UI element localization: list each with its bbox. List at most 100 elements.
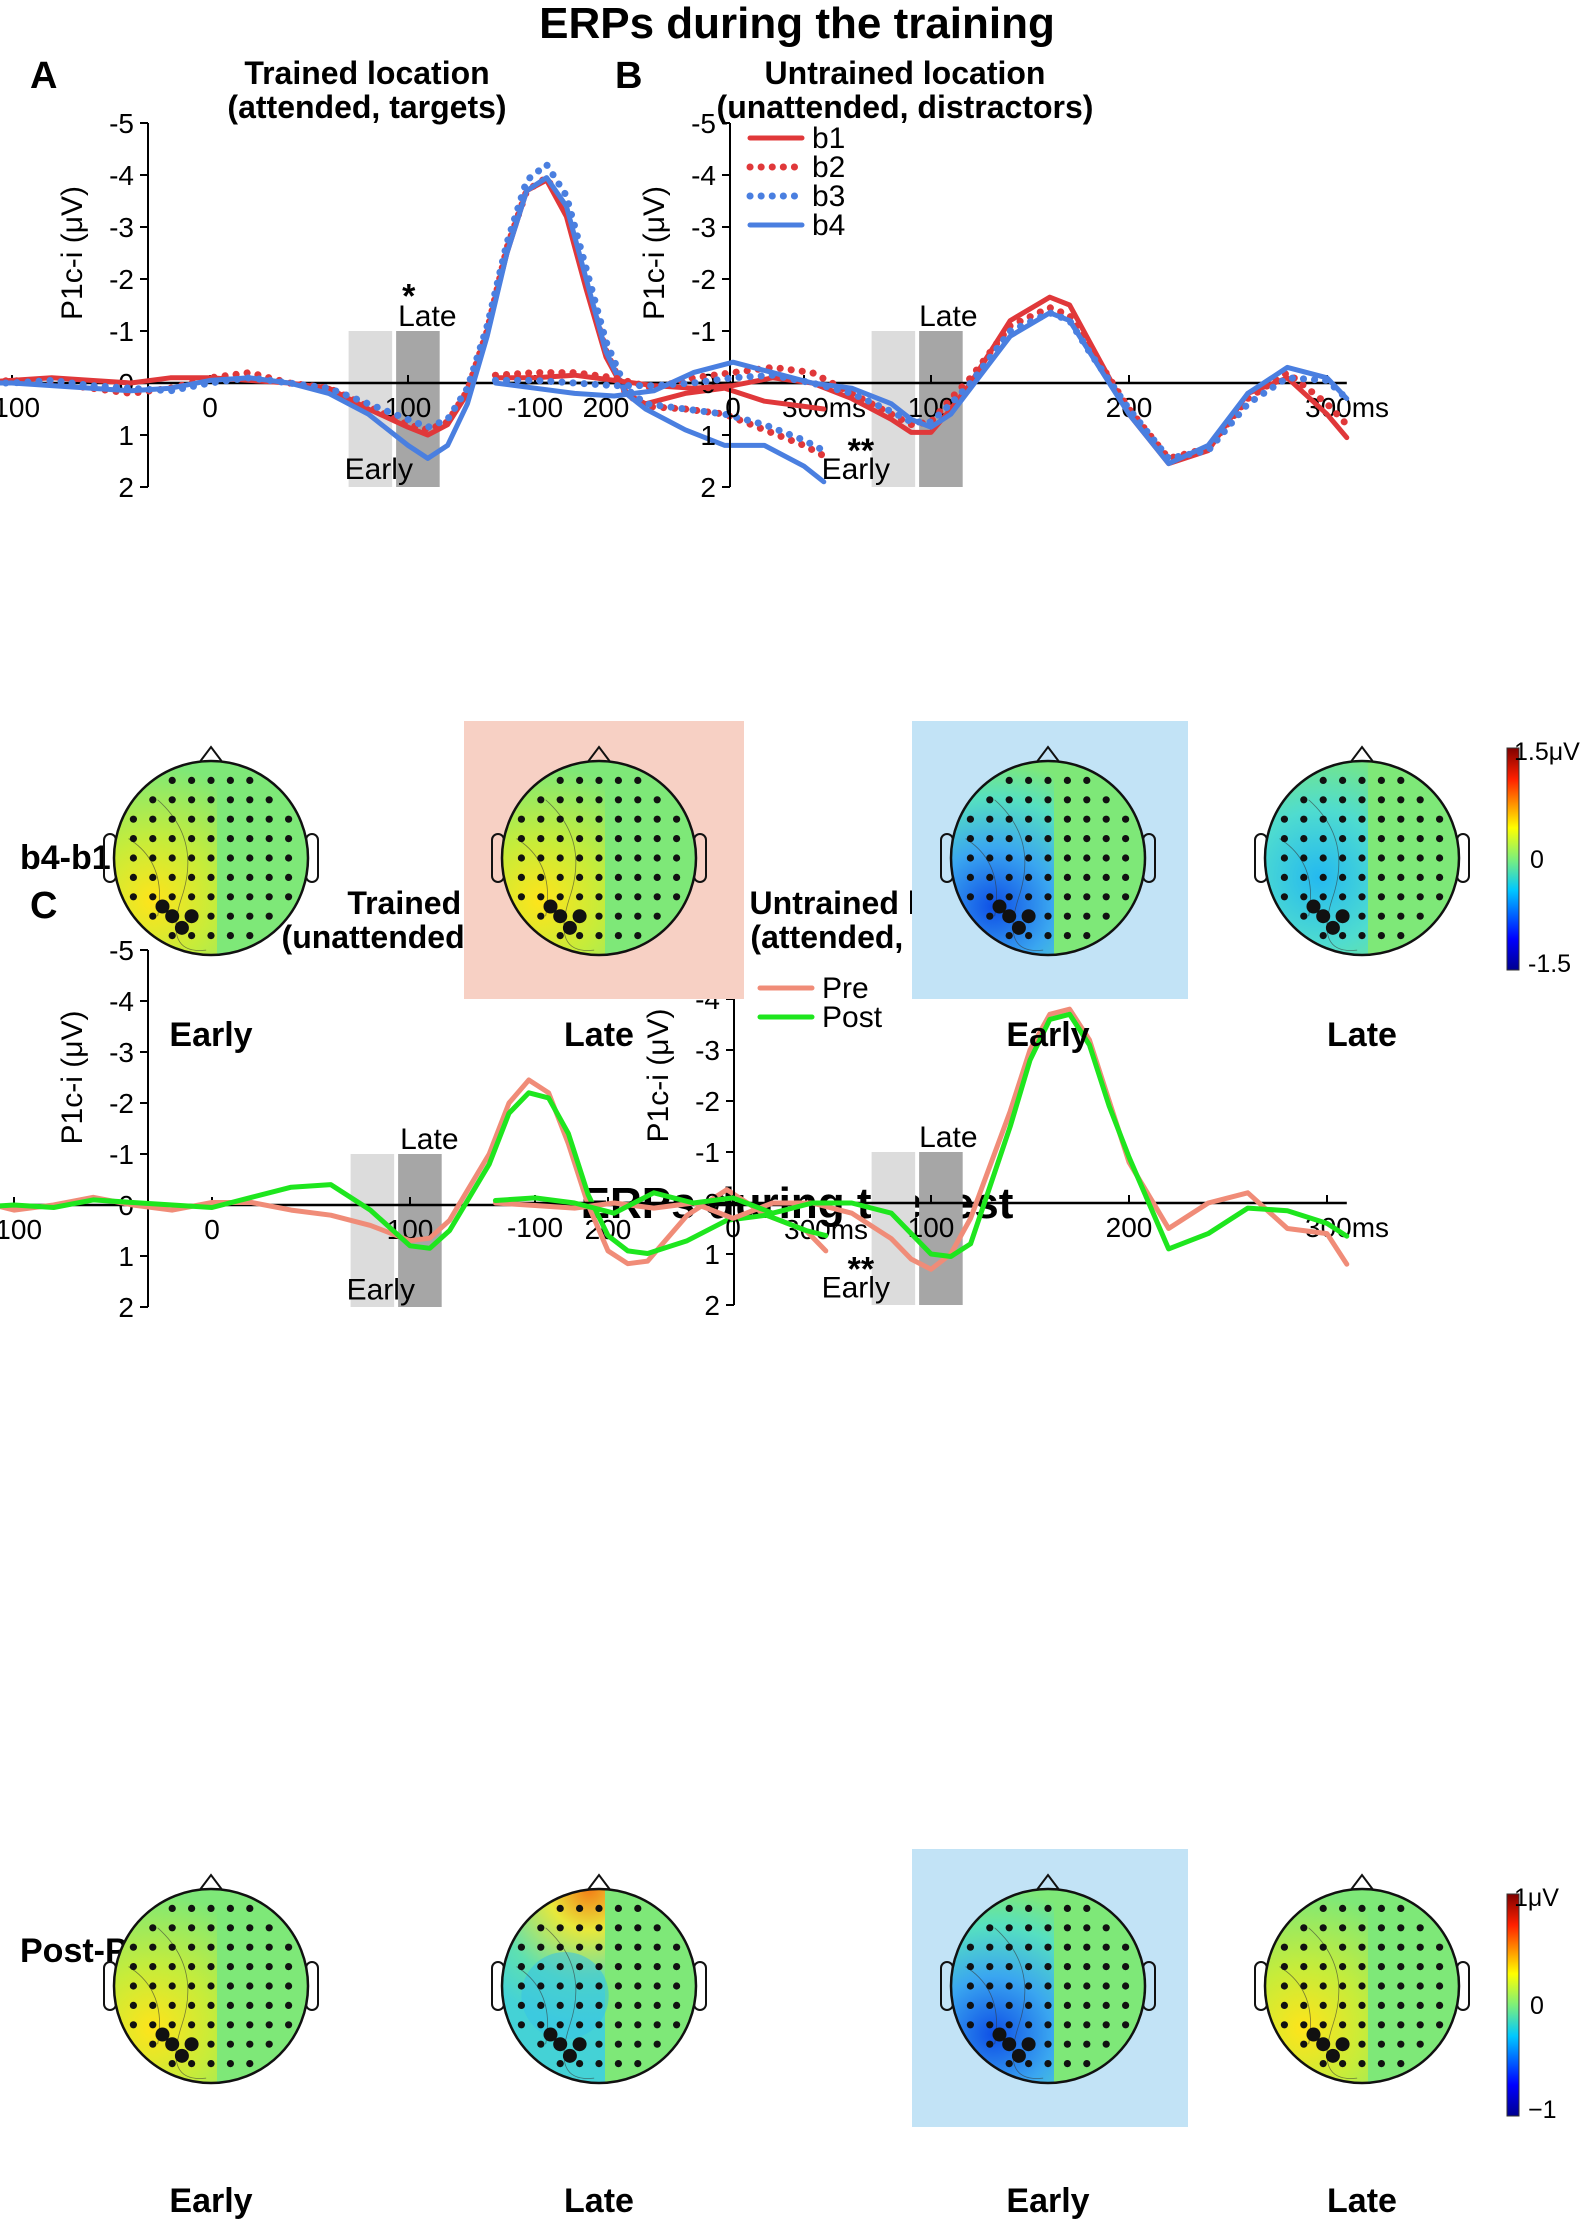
topo-electrode: [188, 873, 196, 882]
topo-electrode: [168, 1904, 176, 1912]
topo-row-training: b4-b1 Early Late Early Late 1.5μV 0 -1.5: [20, 721, 1580, 1054]
topo-electrode: [1319, 776, 1327, 785]
topo-electrode: [1397, 932, 1405, 940]
topo-electrode: [226, 776, 234, 785]
topo-electrode: [188, 835, 196, 843]
topo-electrode: [1083, 2040, 1091, 2048]
topo-electrode: [537, 835, 545, 843]
topo-electrode: [1063, 854, 1071, 862]
topo-head-outline: [1263, 759, 1461, 957]
topo-electrode: [168, 776, 176, 785]
topo-electrode: [1122, 873, 1130, 882]
topo-electrode: [285, 2021, 293, 2029]
topo-electrode: [595, 1982, 603, 1990]
topo-electrode: [1319, 854, 1327, 862]
topo-electrode: [188, 2001, 196, 2009]
topo-electrode: [595, 1904, 603, 1912]
topo-electrode: [207, 873, 215, 882]
topo-electrode: [1358, 893, 1366, 901]
legend-label-b2: b2: [812, 151, 845, 184]
chart-panel-b: B Untrained location(unattended, distract…: [491, 55, 1389, 503]
topo-electrode: [576, 854, 584, 862]
topo-electrode: [207, 796, 215, 804]
topo-electrode: [966, 1982, 975, 1990]
topo-electrode: [149, 2040, 157, 2048]
topo-electrode: [634, 1982, 642, 1990]
topo-electrode: [595, 815, 603, 823]
topo-electrode: [1083, 912, 1091, 920]
topo-electrode: [537, 1943, 545, 1951]
topo-electrode: [556, 2060, 564, 2068]
topo-electrode: [1280, 1963, 1288, 1971]
topo-electrode: [673, 2021, 681, 2029]
topo-electrode: [168, 893, 176, 901]
topo-electrode: [1397, 2060, 1405, 2068]
topo-head-outline: [1263, 1887, 1461, 2085]
topo-electrode: [1377, 1943, 1385, 1951]
topo-electrode: [168, 932, 176, 940]
topo-electrode: [226, 893, 234, 901]
topo-electrode: [1300, 893, 1308, 901]
topo-electrode: [556, 1982, 564, 1990]
topo-condition-label: Late: [564, 2182, 634, 2220]
topo-electrode: [226, 1963, 234, 1971]
topo-electrode: [595, 2040, 603, 2048]
topo-electrode: [226, 2040, 234, 2048]
topo-electrode: [614, 912, 623, 920]
topo-electrode: [537, 854, 545, 862]
topo-electrode: [556, 2001, 564, 2009]
topo-electrode: [1377, 912, 1385, 920]
topo-electrode: [1280, 2021, 1288, 2029]
topo-electrode: [595, 873, 603, 882]
topo-nose: [1349, 1873, 1375, 1892]
topo-electrode: [595, 1924, 603, 1932]
topo-electrode: [1319, 815, 1327, 823]
topo-electrode: [537, 1963, 545, 1971]
topo-electrode: [1436, 854, 1444, 862]
panel-letter: A: [30, 55, 57, 97]
topo-electrode: [1102, 2021, 1110, 2029]
topo-contour: [994, 799, 1044, 951]
y-tick-label: 2: [704, 1290, 720, 1321]
topo-electrode: [285, 815, 293, 823]
topo-electrode: [556, 1943, 564, 1951]
topo-electrode: [1122, 815, 1130, 823]
topo-electrode: [1339, 2021, 1347, 2029]
topo-electrode: [1063, 1904, 1071, 1912]
topo-scalp-patch: [521, 1952, 609, 2040]
topo-electrode: [207, 1943, 215, 1951]
topo-electrode: [168, 796, 176, 804]
topo-electrode: [537, 815, 545, 823]
topo-electrode: [1377, 1904, 1385, 1912]
topo-electrode: [653, 1982, 661, 1990]
topo-electrode: [168, 2060, 176, 2068]
y-tick-label: 1: [118, 420, 134, 451]
topo-electrode: [207, 2001, 215, 2009]
topo-electrode: [1044, 1963, 1052, 1971]
topo-electrode: [634, 815, 642, 823]
topo-electrode: [673, 815, 681, 823]
topo-electrode: [1358, 835, 1366, 843]
topo-electrode: [517, 873, 526, 882]
y-tick-label: -1: [109, 1139, 134, 1170]
topo-electrode: [556, 2021, 564, 2029]
topo-electrode: [1416, 854, 1424, 862]
topo-electrode-significant: [1335, 909, 1350, 924]
series-line-b4: [492, 310, 1350, 467]
topo-electrode: [188, 2021, 196, 2029]
topo-head-outline: [949, 759, 1147, 957]
topo-electrode: [1005, 1924, 1013, 1932]
topo-electrode-significant: [174, 920, 189, 935]
topo-condition-label: Early: [169, 1016, 252, 1054]
topo-electrode: [1280, 854, 1288, 862]
topo-electrode: [1358, 1924, 1366, 1932]
topo-electrode: [246, 912, 254, 920]
topo-electrode: [285, 1982, 293, 1990]
y-tick-label: -5: [109, 935, 134, 966]
topo-nose: [1035, 745, 1061, 764]
topo-electrode: [1102, 1982, 1110, 1990]
topo-electrode: [168, 2021, 176, 2029]
colorbar-max-label: 1.5μV: [1514, 738, 1580, 766]
topo-electrode: [226, 2060, 234, 2068]
topo-electrode: [1377, 1963, 1385, 1971]
